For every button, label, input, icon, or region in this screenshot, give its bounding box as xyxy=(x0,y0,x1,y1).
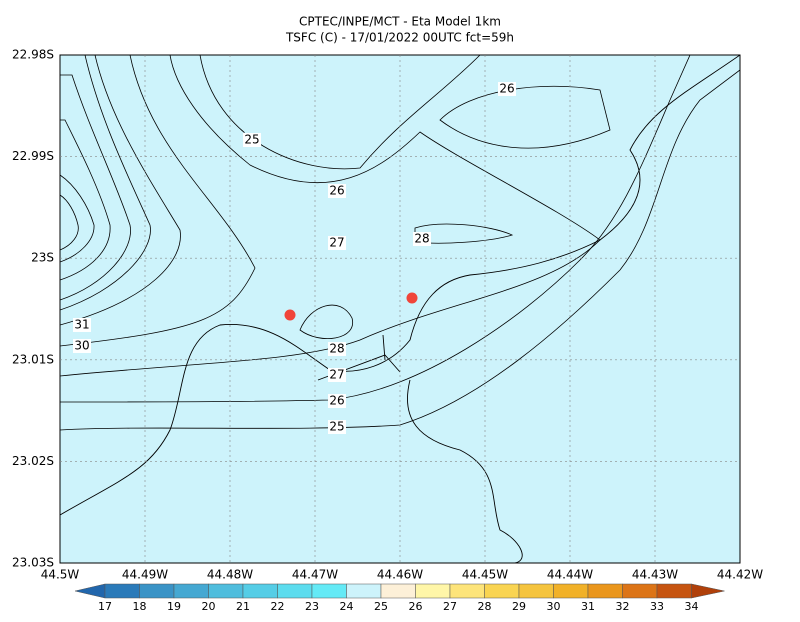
contour-label: 31 xyxy=(74,318,89,332)
contour-label-bg xyxy=(328,420,346,434)
colorbar-label: 33 xyxy=(650,600,664,613)
colorbar-swatch xyxy=(139,583,175,599)
colorbar-swatch xyxy=(104,583,140,599)
contour-label-bg xyxy=(243,133,261,147)
colorbar-label: 31 xyxy=(581,600,595,613)
contour-label: 30 xyxy=(74,339,89,353)
contour-label-bg xyxy=(73,318,91,332)
contour-label: 27 xyxy=(329,236,344,250)
title-line-2: TSFC (C) - 17/01/2022 00UTC fct=59h xyxy=(285,31,514,45)
colorbar-label: 28 xyxy=(478,600,492,613)
title-line-1: CPTEC/INPE/MCT - Eta Model 1km xyxy=(299,15,501,29)
colorbar-swatch xyxy=(449,583,485,599)
contour-label-bg xyxy=(498,82,516,96)
x-tick-label: 44.47W xyxy=(292,568,338,582)
colorbar-end xyxy=(74,583,106,599)
colorbar-swatch xyxy=(656,583,692,599)
colorbar-swatch xyxy=(242,583,278,599)
colorbar-label: 19 xyxy=(167,600,181,613)
colorbar-label: 30 xyxy=(547,600,561,613)
colorbar-swatch xyxy=(415,583,451,599)
x-tick-label: 44.43W xyxy=(632,568,678,582)
colorbar-label: 27 xyxy=(443,600,457,613)
y-tick-label: 23.02S xyxy=(12,454,54,468)
colorbar-swatch xyxy=(553,583,589,599)
colorbar-swatch xyxy=(311,583,347,599)
x-tick-label: 44.49W xyxy=(122,568,168,582)
temperature-field xyxy=(60,55,740,563)
x-tick-label: 44.5W xyxy=(41,568,80,582)
station-marker xyxy=(284,309,296,321)
y-tick-label: 23.03S xyxy=(12,556,54,570)
x-tick-label: 44.44W xyxy=(547,568,593,582)
contour-label: 25 xyxy=(244,133,259,147)
y-tick-label: 23.01S xyxy=(12,352,54,366)
colorbar-label: 34 xyxy=(685,600,699,613)
colorbar-swatch xyxy=(518,583,554,599)
colorbar-label: 29 xyxy=(512,600,526,613)
x-tick-label: 44.45W xyxy=(462,568,508,582)
colorbar-swatch xyxy=(346,583,382,599)
contour-label-bg xyxy=(328,342,346,356)
contour-label-bg xyxy=(73,339,91,353)
colorbar-swatch xyxy=(173,583,209,599)
colorbar-label: 23 xyxy=(305,600,319,613)
colorbar-swatch xyxy=(587,583,623,599)
colorbar-label: 21 xyxy=(236,600,250,613)
colorbar-end xyxy=(691,583,725,599)
y-tick-label: 22.98S xyxy=(12,48,54,62)
contour-label: 26 xyxy=(329,394,344,408)
contour-label: 28 xyxy=(414,232,429,246)
x-tick-label: 44.48W xyxy=(207,568,253,582)
colorbar-swatch xyxy=(622,583,658,599)
contour-label-bg xyxy=(413,232,431,246)
contour-label: 28 xyxy=(329,342,344,356)
contour-label-bg xyxy=(328,184,346,198)
colorbar-label: 26 xyxy=(409,600,423,613)
y-tick-label: 23S xyxy=(31,251,54,265)
x-tick-label: 44.42W xyxy=(717,568,763,582)
contour-label-bg xyxy=(328,368,346,382)
contour-label-bg xyxy=(328,236,346,250)
colorbar-swatch xyxy=(277,583,313,599)
colorbar-label: 18 xyxy=(133,600,147,613)
colorbar-label: 32 xyxy=(616,600,630,613)
x-tick-label: 44.46W xyxy=(377,568,423,582)
colorbar-swatch xyxy=(208,583,244,599)
contour-label: 25 xyxy=(329,420,344,434)
colorbar-label: 17 xyxy=(98,600,112,613)
colorbar-label: 25 xyxy=(374,600,388,613)
contour-label: 26 xyxy=(499,82,514,96)
contour-label: 26 xyxy=(329,184,344,198)
colorbar-label: 20 xyxy=(202,600,216,613)
colorbar-swatch xyxy=(484,583,520,599)
contour-label: 27 xyxy=(329,368,344,382)
colorbar-swatch xyxy=(380,583,416,599)
colorbar-label: 24 xyxy=(340,600,354,613)
contour-label-bg xyxy=(328,394,346,408)
colorbar-label: 22 xyxy=(271,600,285,613)
y-tick-label: 22.99S xyxy=(12,149,54,163)
station-marker xyxy=(406,292,418,304)
